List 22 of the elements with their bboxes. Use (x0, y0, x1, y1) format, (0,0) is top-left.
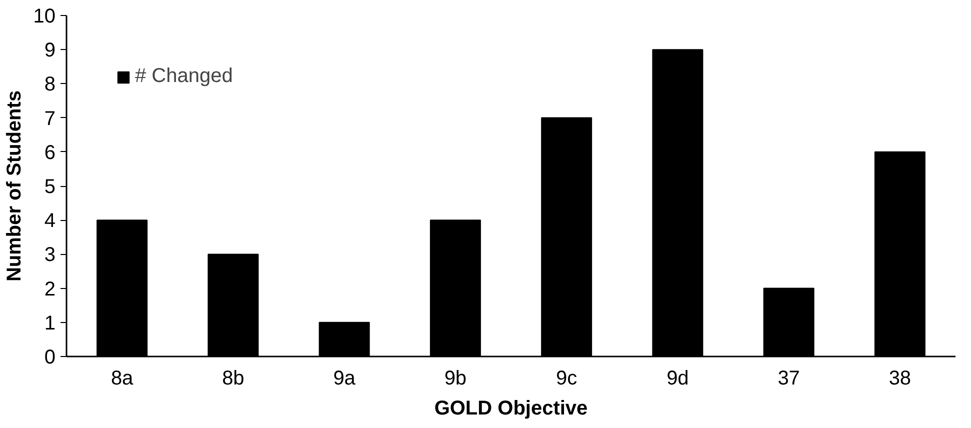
x-tick-label: 9c (556, 368, 578, 390)
legend-label: # Changed (135, 65, 233, 88)
x-axis-title: GOLD Objective (434, 398, 588, 420)
y-tick-label: 3 (44, 244, 56, 266)
x-tick-label: 9a (333, 368, 356, 390)
x-tick-label: 38 (888, 368, 912, 390)
y-tick-label: 1 (44, 312, 56, 334)
y-tick-label: 5 (44, 176, 56, 198)
x-tick-label: 9d (666, 368, 689, 390)
y-tick-label: 8 (44, 74, 56, 96)
y-tick-label: 0 (44, 346, 56, 368)
y-tick-label: 2 (44, 278, 56, 300)
y-tick-label: 4 (44, 210, 56, 232)
y-tick-label: 6 (44, 142, 56, 164)
x-tick-label: 8b (222, 368, 244, 390)
y-tick-label: 9 (44, 40, 56, 62)
x-tick-label: 37 (778, 368, 800, 390)
x-tick-label: 9b (444, 368, 467, 390)
x-tick-label: 8a (110, 368, 134, 390)
y-axis-title: Number of Students (3, 90, 26, 282)
y-tick-label: 10 (33, 6, 56, 28)
y-tick-label: 7 (44, 108, 56, 130)
